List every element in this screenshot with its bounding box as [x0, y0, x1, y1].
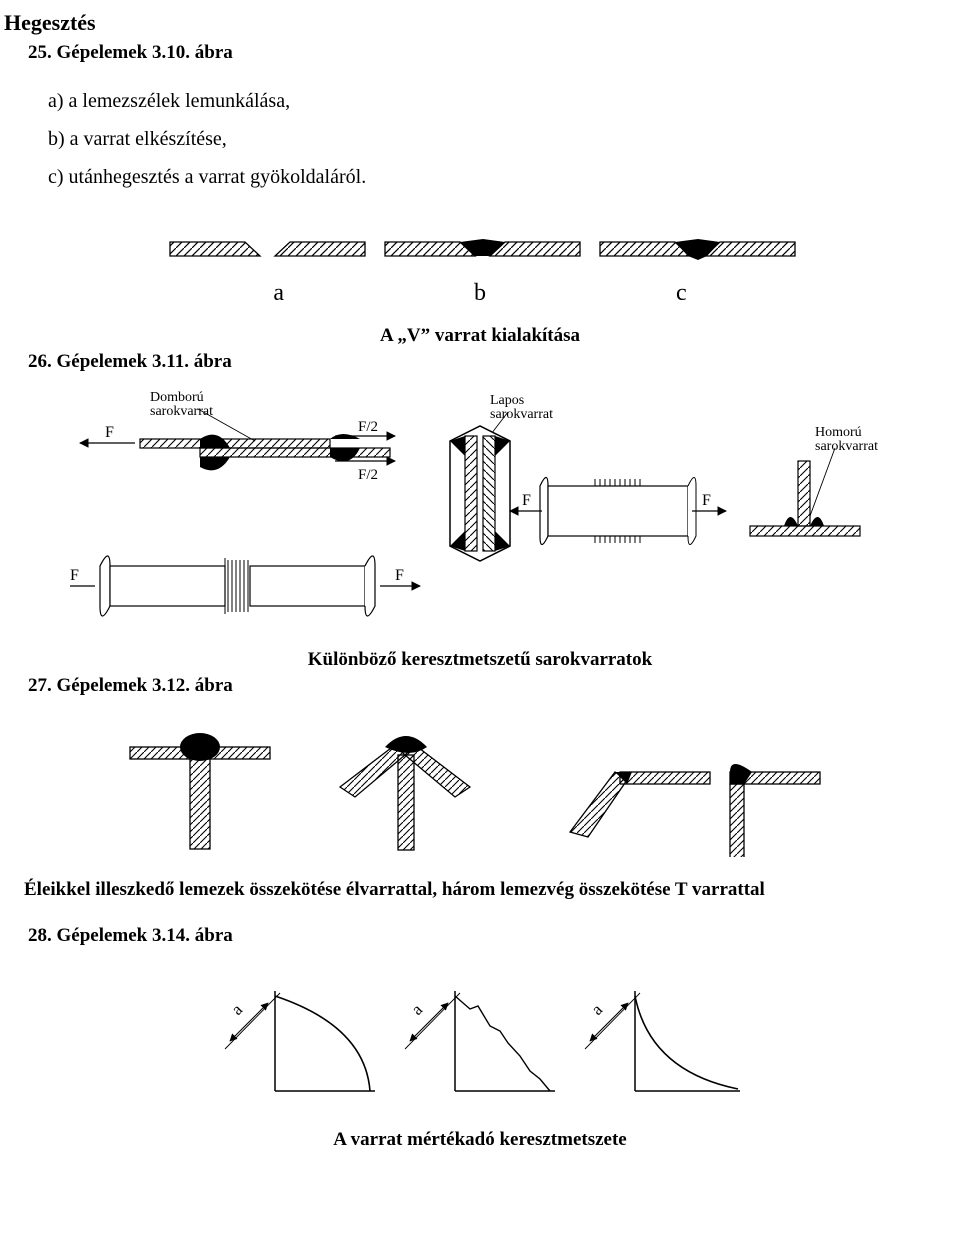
svg-text:sarokvarrat: sarokvarrat — [150, 404, 213, 419]
svg-text:Lapos: Lapos — [490, 393, 524, 408]
step-c: c) utánhegesztés a varrat gyökoldaláról. — [48, 158, 960, 196]
figure-v-weld — [0, 224, 960, 274]
svg-text:Domború: Domború — [150, 390, 204, 405]
figure-num-27: 27. Gépelemek 3.12. ábra — [28, 675, 960, 697]
label-b: b — [474, 280, 486, 307]
figure-corner-welds: Domború sarokvarrat F F/2 F/2 — [0, 381, 960, 631]
svg-text:F: F — [105, 424, 114, 441]
label-c: c — [676, 280, 687, 307]
svg-text:F: F — [395, 567, 404, 584]
figure-edge-t — [0, 707, 960, 857]
step-a: a) a lemezszélek lemunkálása, — [48, 82, 960, 120]
abc-row: a b c — [0, 280, 960, 307]
svg-text:F: F — [702, 492, 711, 509]
svg-text:a: a — [227, 1000, 246, 1019]
label-a: a — [273, 280, 284, 307]
caption-edge-t: Éleikkel illeszkedő lemezek összekötése … — [24, 879, 960, 901]
caption-cross-section: A varrat mértékadó keresztmetszete — [0, 1129, 960, 1151]
svg-text:F/2: F/2 — [358, 467, 378, 483]
svg-text:Homorú: Homorú — [815, 425, 862, 440]
svg-text:sarokvarrat: sarokvarrat — [815, 439, 878, 454]
caption-v-weld: A „V” varrat kialakítása — [0, 325, 960, 347]
corner-welds-svg: Domború sarokvarrat F F/2 F/2 — [70, 381, 890, 631]
page-root: Hegesztés 25. Gépelemek 3.10. ábra a) a … — [0, 0, 960, 1252]
svg-text:a: a — [407, 1000, 426, 1019]
figure-num-28: 28. Gépelemek 3.14. ábra — [28, 925, 960, 947]
step-list: a) a lemezszélek lemunkálása, b) a varra… — [48, 82, 960, 196]
svg-text:F/2: F/2 — [358, 419, 378, 435]
svg-text:a: a — [587, 1000, 606, 1019]
svg-text:F: F — [70, 567, 79, 584]
svg-text:F: F — [522, 492, 531, 509]
v-weld-svg — [160, 224, 800, 274]
svg-text:sarokvarrat: sarokvarrat — [490, 407, 553, 422]
caption-corner-welds: Különböző keresztmetszetű sarokvarratok — [0, 649, 960, 671]
figure-num-25: 25. Gépelemek 3.10. ábra — [28, 42, 960, 64]
step-b: b) a varrat elkészítése, — [48, 120, 960, 158]
edge-t-svg — [110, 707, 850, 857]
page-title: Hegesztés — [4, 10, 960, 36]
figure-num-26: 26. Gépelemek 3.11. ábra — [28, 351, 960, 373]
cross-sections-svg: a a a — [200, 961, 760, 1111]
figure-cross-sections: a a a — [0, 961, 960, 1111]
